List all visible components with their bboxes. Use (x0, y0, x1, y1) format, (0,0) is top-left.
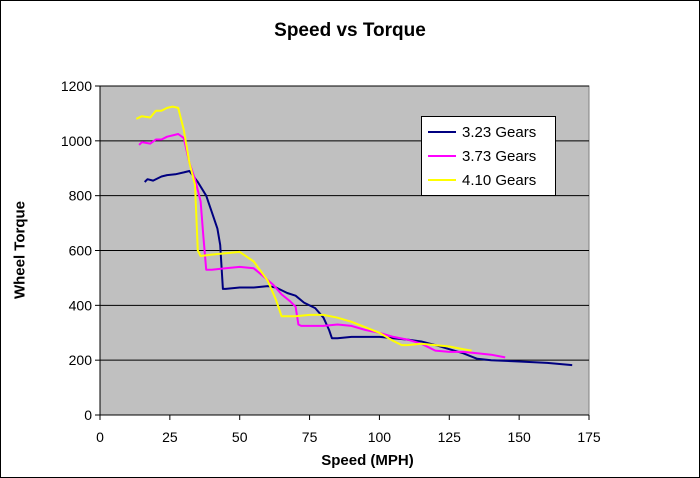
x-tick-label: 25 (162, 429, 178, 445)
legend-item: 3.73 Gears (428, 146, 536, 166)
x-axis-label: Speed (MPH) (321, 452, 414, 469)
legend-swatch (428, 155, 456, 157)
x-tick-label: 50 (232, 429, 248, 445)
legend-item: 4.10 Gears (428, 170, 536, 190)
y-tick-label: 600 (69, 243, 93, 259)
series-line-2 (138, 133, 506, 359)
x-tick-label: 0 (96, 429, 104, 445)
y-tick-label: 1000 (61, 133, 92, 149)
legend-label: 4.10 Gears (462, 171, 537, 189)
y-tick-label: 0 (84, 407, 92, 423)
series-line-3 (135, 105, 472, 352)
legend-swatch (428, 179, 456, 181)
y-tick-label: 200 (69, 352, 93, 368)
x-tick-label: 125 (438, 429, 462, 445)
legend-item: 3.23 Gears (428, 122, 536, 142)
x-tick-label: 75 (302, 429, 318, 445)
legend: 3.23 Gears 3.73 Gears 4.10 Gears (421, 116, 556, 196)
y-tick-label: 400 (69, 297, 93, 313)
chart-title: Speed vs Torque (274, 20, 426, 41)
y-tick-label: 800 (69, 188, 93, 204)
x-tick-label: 100 (368, 429, 392, 445)
legend-label: 3.73 Gears (462, 147, 537, 165)
legend-label: 3.23 Gears (462, 123, 537, 141)
x-tick-label: 150 (507, 429, 531, 445)
y-tick-label: 1200 (61, 78, 92, 94)
x-tick-label: 175 (577, 429, 601, 445)
legend-swatch (428, 131, 456, 133)
